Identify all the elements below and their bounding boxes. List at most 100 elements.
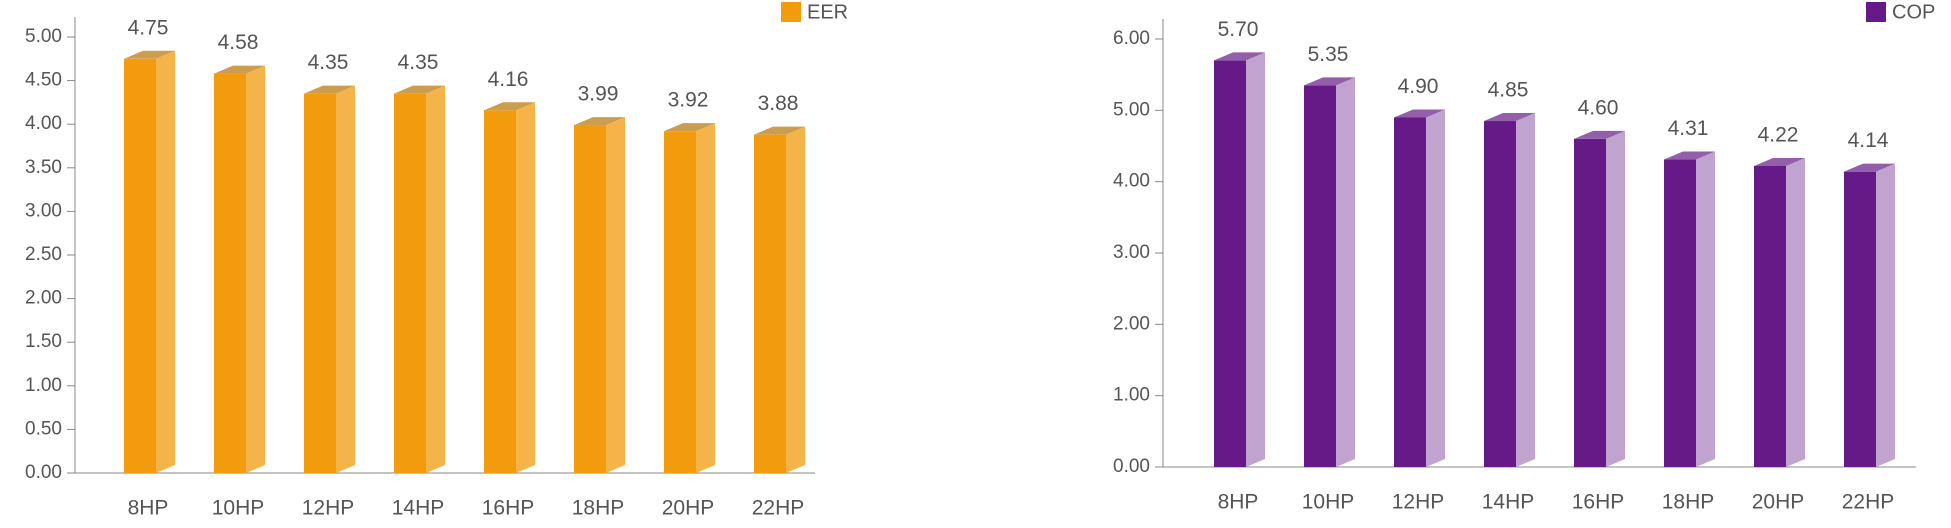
- x-tick-label: 12HP: [1392, 491, 1445, 514]
- bar: [124, 58, 156, 474]
- y-tick-label: 2.50: [25, 244, 62, 265]
- value-label: 4.14: [1848, 129, 1889, 152]
- bar-side: [246, 65, 265, 474]
- y-tick-label: 0.00: [1113, 456, 1150, 477]
- x-tick-label: 20HP: [1752, 491, 1805, 514]
- legend-swatch: [781, 2, 801, 22]
- bar-side: [1246, 52, 1265, 468]
- bar-top: [1394, 109, 1445, 118]
- y-tick-label: 1.50: [25, 331, 62, 352]
- y-tick-label: 3.00: [25, 200, 62, 221]
- x-tick-label: 10HP: [212, 497, 265, 520]
- x-tick-label: 12HP: [302, 497, 355, 520]
- value-label: 4.16: [488, 68, 529, 91]
- y-tick-label: 4.00: [25, 113, 62, 134]
- value-label: 4.35: [398, 51, 439, 74]
- value-label: 4.58: [218, 31, 259, 54]
- bar-top: [1574, 130, 1625, 139]
- bar-side: [1426, 109, 1445, 467]
- value-label: 4.35: [308, 51, 349, 74]
- bar-side: [1696, 151, 1715, 467]
- bar: [664, 131, 696, 473]
- y-tick-label: 1.00: [25, 375, 62, 396]
- bar-top: [1754, 157, 1805, 166]
- x-tick-label: 14HP: [392, 497, 445, 520]
- bar-side: [696, 123, 715, 474]
- bar-top: [754, 126, 805, 135]
- bar-top: [394, 85, 445, 94]
- value-label: 3.99: [578, 83, 619, 106]
- bar-side: [516, 102, 535, 474]
- y-tick-label: 6.00: [1113, 28, 1150, 49]
- bar: [1214, 60, 1246, 468]
- y-tick-label: 2.00: [25, 288, 62, 309]
- bar: [1574, 138, 1606, 467]
- bar-side: [1786, 157, 1805, 467]
- bar-top: [304, 85, 355, 94]
- legend-swatch: [1866, 2, 1886, 22]
- bar: [1754, 165, 1786, 467]
- bar-top: [1484, 113, 1535, 122]
- bar-side: [1516, 113, 1535, 468]
- bar-side: [1606, 130, 1625, 467]
- y-tick-label: 5.00: [1113, 99, 1150, 120]
- bar: [1664, 159, 1696, 467]
- value-label: 5.35: [1308, 43, 1349, 66]
- bar: [1304, 85, 1336, 467]
- bar-top: [1214, 52, 1265, 61]
- legend-label: COP: [1892, 1, 1935, 23]
- x-tick-label: 8HP: [1218, 491, 1259, 514]
- bar-side: [336, 85, 355, 474]
- bar-top: [1304, 77, 1355, 86]
- y-tick-label: 5.00: [25, 26, 62, 47]
- bar-side: [1336, 77, 1355, 467]
- bar-top: [214, 65, 265, 74]
- value-label: 3.92: [668, 89, 709, 112]
- y-tick-label: 4.50: [25, 70, 62, 91]
- bar: [304, 93, 336, 474]
- value-label: 5.70: [1218, 18, 1259, 41]
- bar-side: [786, 126, 805, 473]
- bar-side: [426, 85, 445, 474]
- y-tick-label: 4.00: [1113, 171, 1150, 192]
- x-tick-label: 18HP: [572, 497, 625, 520]
- bar-top: [484, 102, 535, 111]
- value-label: 3.88: [758, 92, 799, 115]
- x-tick-label: 16HP: [482, 497, 535, 520]
- x-tick-label: 22HP: [1842, 491, 1895, 514]
- value-label: 4.60: [1578, 96, 1619, 119]
- bar: [1394, 117, 1426, 467]
- x-tick-label: 14HP: [1482, 491, 1535, 514]
- bar: [394, 93, 426, 474]
- x-tick-label: 10HP: [1302, 491, 1355, 514]
- bar-top: [664, 123, 715, 132]
- value-label: 4.22: [1758, 124, 1799, 147]
- value-label: 4.90: [1398, 75, 1439, 98]
- bar-top: [1844, 163, 1895, 172]
- y-tick-label: 3.50: [25, 157, 62, 178]
- y-tick-label: 0.00: [25, 462, 62, 483]
- bar-side: [1876, 163, 1895, 467]
- value-label: 4.31: [1668, 117, 1709, 140]
- x-tick-label: 18HP: [1662, 491, 1715, 514]
- value-label: 4.75: [128, 16, 169, 39]
- y-tick-label: 3.00: [1113, 242, 1150, 263]
- bar-top: [574, 117, 625, 126]
- legend-label: EER: [807, 1, 848, 23]
- bar: [754, 134, 786, 473]
- x-tick-label: 22HP: [752, 497, 805, 520]
- bar-side: [606, 117, 625, 474]
- bar: [214, 73, 246, 474]
- bar: [574, 125, 606, 474]
- y-tick-label: 0.50: [25, 418, 62, 439]
- x-tick-label: 20HP: [662, 497, 715, 520]
- y-tick-label: 1.00: [1113, 385, 1150, 406]
- x-tick-label: 16HP: [1572, 491, 1625, 514]
- bar: [1484, 121, 1516, 468]
- bar-top: [1664, 151, 1715, 160]
- x-tick-label: 8HP: [128, 497, 169, 520]
- bar: [484, 110, 516, 474]
- bar-top: [124, 50, 175, 59]
- y-tick-label: 2.00: [1113, 313, 1150, 334]
